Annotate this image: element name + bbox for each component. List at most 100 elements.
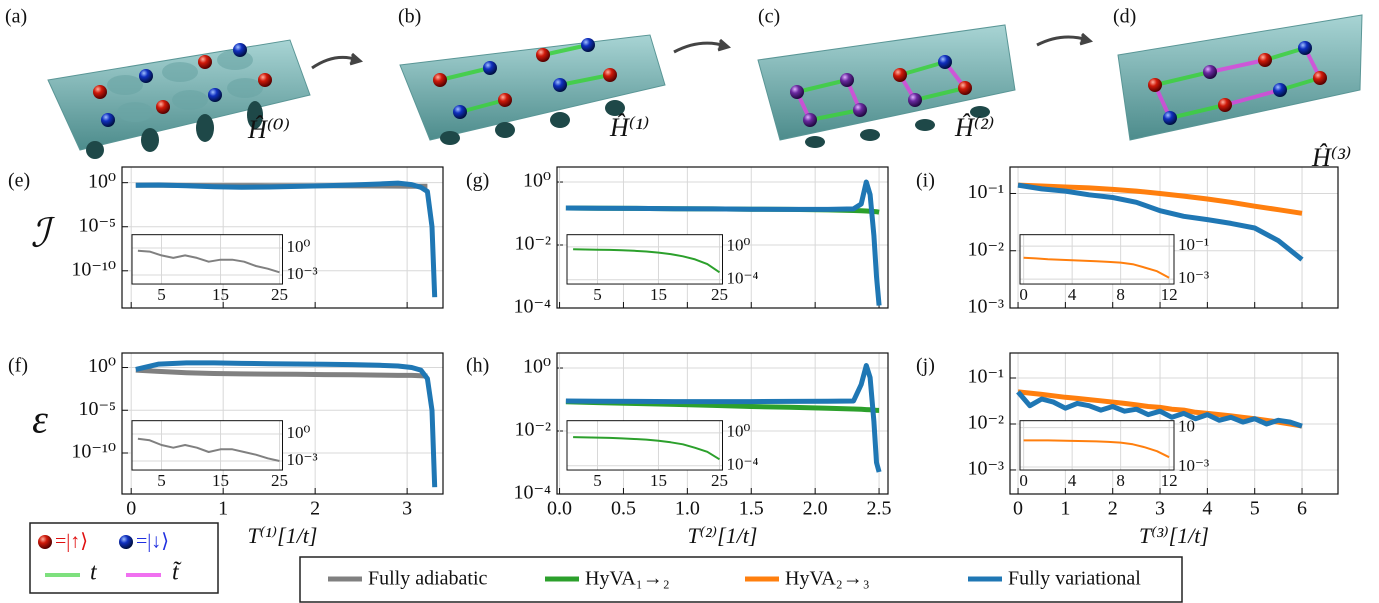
inset-y-tick-label: 10 — [1178, 416, 1195, 435]
panel-label: (f) — [8, 355, 28, 377]
inset-y-tick-label: 10⁻³ — [287, 264, 318, 283]
inset-y-tick-label: 10⁰ — [287, 423, 311, 442]
inset-y-tick-label: 10⁻⁴ — [727, 269, 759, 288]
figure: (a) (b) (c) (d) Ĥ⁽⁰⁾ Ĥ⁽¹⁾ Ĥ⁽²⁾ Ĥ⁽³⁾ =|↑⟩… — [0, 0, 1379, 603]
y-tick-label: 10⁰ — [523, 170, 551, 192]
key-up: =|↑⟩ — [55, 531, 88, 553]
y-tick-label: 10⁻¹⁰ — [71, 441, 116, 463]
panel-label: (g) — [466, 170, 489, 192]
inset-x-tick-label: 0 — [1019, 471, 1028, 490]
inset-y-tick-label: 10⁻³ — [1178, 456, 1209, 475]
inset-y-tick-label: 10⁻⁴ — [727, 455, 759, 474]
x-tick-label: 4 — [1202, 498, 1212, 520]
inset-x-tick-label: 5 — [157, 471, 166, 490]
x-tick-label: 0.5 — [611, 498, 636, 520]
x-tick-label: 2.5 — [867, 498, 892, 520]
inset-area — [1020, 421, 1174, 470]
lattice-d — [1118, 15, 1362, 140]
inset-x-tick-label: 0 — [1019, 285, 1028, 304]
x-tick-label: 2 — [1108, 498, 1118, 520]
y-tick-label: 10⁻¹ — [967, 366, 1004, 388]
y-tick-label: 10⁻⁵ — [78, 214, 116, 236]
x-tick-label: 1 — [218, 498, 228, 520]
inset-x-tick-label: 12 — [1161, 285, 1178, 304]
x-axis-label: T⁽¹⁾[1/t] — [248, 523, 318, 548]
panel-label: (e) — [8, 170, 30, 192]
x-tick-label: 1 — [1060, 498, 1070, 520]
x-tick-label: 1.0 — [675, 498, 700, 520]
inset-x-tick-label: 4 — [1068, 285, 1077, 304]
x-tick-label: 1.5 — [739, 498, 764, 520]
y-tick-label: 10⁻² — [967, 412, 1004, 434]
page: {"illustrations":[{"label":"(a)","hamilt… — [0, 0, 1379, 603]
inset-y-tick-label: 10⁻³ — [287, 450, 318, 469]
inset-x-tick-label: 25 — [271, 285, 288, 304]
inset-y-tick-label: 10⁰ — [727, 422, 751, 441]
legend-label: Fully adiabatic — [368, 568, 488, 590]
inset-x-tick-label: 25 — [711, 285, 728, 304]
panel-label: (d) — [1113, 6, 1136, 28]
legend-label: Fully variational — [1008, 568, 1141, 590]
x-tick-label: 2 — [310, 498, 320, 520]
y-tick-label: 10⁻³ — [967, 458, 1004, 480]
inset-x-tick-label: 4 — [1068, 471, 1077, 490]
inset-x-tick-label: 25 — [271, 471, 288, 490]
y-tick-label: 10⁻⁵ — [78, 398, 116, 420]
hamiltonian: Ĥ⁽⁰⁾ — [247, 115, 290, 144]
y-tick-label: 10⁻² — [514, 233, 551, 255]
x-axis-label: T⁽³⁾[1/t] — [1139, 523, 1209, 548]
inset-x-tick-label: 5 — [593, 471, 602, 490]
inset-x-tick-label: 15 — [212, 285, 229, 304]
inset-x-tick-label: 15 — [212, 471, 229, 490]
key-up-sphere — [38, 535, 52, 549]
y-axis-label: ε — [32, 397, 48, 442]
y-tick-label: 10⁻⁴ — [513, 296, 551, 318]
inset-area — [132, 235, 283, 284]
y-tick-label: 10⁻² — [967, 238, 1004, 260]
x-tick-label: 2.0 — [803, 498, 828, 520]
legend-label: HyVA₁→₂ — [585, 568, 670, 590]
inset-x-tick-label: 5 — [593, 285, 602, 304]
inset-y-tick-label: 10⁻³ — [1178, 268, 1209, 287]
inset-area — [567, 421, 723, 470]
panel-label: (a) — [5, 6, 27, 28]
panel-label: (h) — [466, 355, 489, 377]
panel-label: (b) — [398, 6, 421, 28]
inset-x-tick-label: 8 — [1116, 285, 1125, 304]
hamiltonian: Ĥ⁽²⁾ — [954, 113, 994, 142]
x-tick-label: 5 — [1250, 498, 1260, 520]
x-tick-label: 6 — [1297, 498, 1307, 520]
inset-area — [567, 235, 723, 284]
inset-y-tick-label: 10⁻¹ — [1178, 235, 1209, 254]
panel-label: (c) — [758, 6, 780, 28]
y-tick-label: 10⁻³ — [967, 296, 1004, 318]
inset-x-tick-label: 15 — [650, 471, 667, 490]
legend-label: HyVA₂→₃ — [785, 568, 870, 590]
x-tick-label: 0 — [126, 498, 136, 520]
y-axis-label: ℐ — [31, 211, 56, 256]
inset-x-tick-label: 5 — [157, 285, 166, 304]
inset-x-tick-label: 25 — [711, 471, 728, 490]
y-tick-label: 10⁻¹⁰ — [71, 258, 116, 280]
key-down: =|↓⟩ — [136, 531, 169, 553]
inset-area — [132, 421, 283, 470]
panel-label: (j) — [916, 355, 935, 377]
x-axis-label: T⁽²⁾[1/t] — [688, 523, 758, 548]
y-tick-label: 10⁰ — [88, 170, 116, 192]
y-tick-label: 10⁰ — [88, 355, 116, 377]
inset-x-tick-label: 8 — [1116, 471, 1125, 490]
x-tick-label: 3 — [402, 498, 412, 520]
y-tick-label: 10⁻¹ — [967, 181, 1004, 203]
key-down-sphere — [119, 535, 133, 549]
inset-y-tick-label: 10⁰ — [727, 236, 751, 255]
inset-x-tick-label: 12 — [1161, 471, 1178, 490]
y-tick-label: 10⁻² — [514, 419, 551, 441]
y-tick-label: 10⁰ — [523, 356, 551, 378]
inset-y-tick-label: 10⁰ — [287, 237, 311, 256]
inset-x-tick-label: 15 — [650, 285, 667, 304]
x-tick-label: 0 — [1013, 498, 1023, 520]
y-tick-label: 10⁻⁴ — [513, 482, 551, 504]
panel-label: (i) — [916, 170, 935, 192]
x-tick-label: 3 — [1155, 498, 1165, 520]
hamiltonian: Ĥ⁽¹⁾ — [609, 113, 649, 142]
